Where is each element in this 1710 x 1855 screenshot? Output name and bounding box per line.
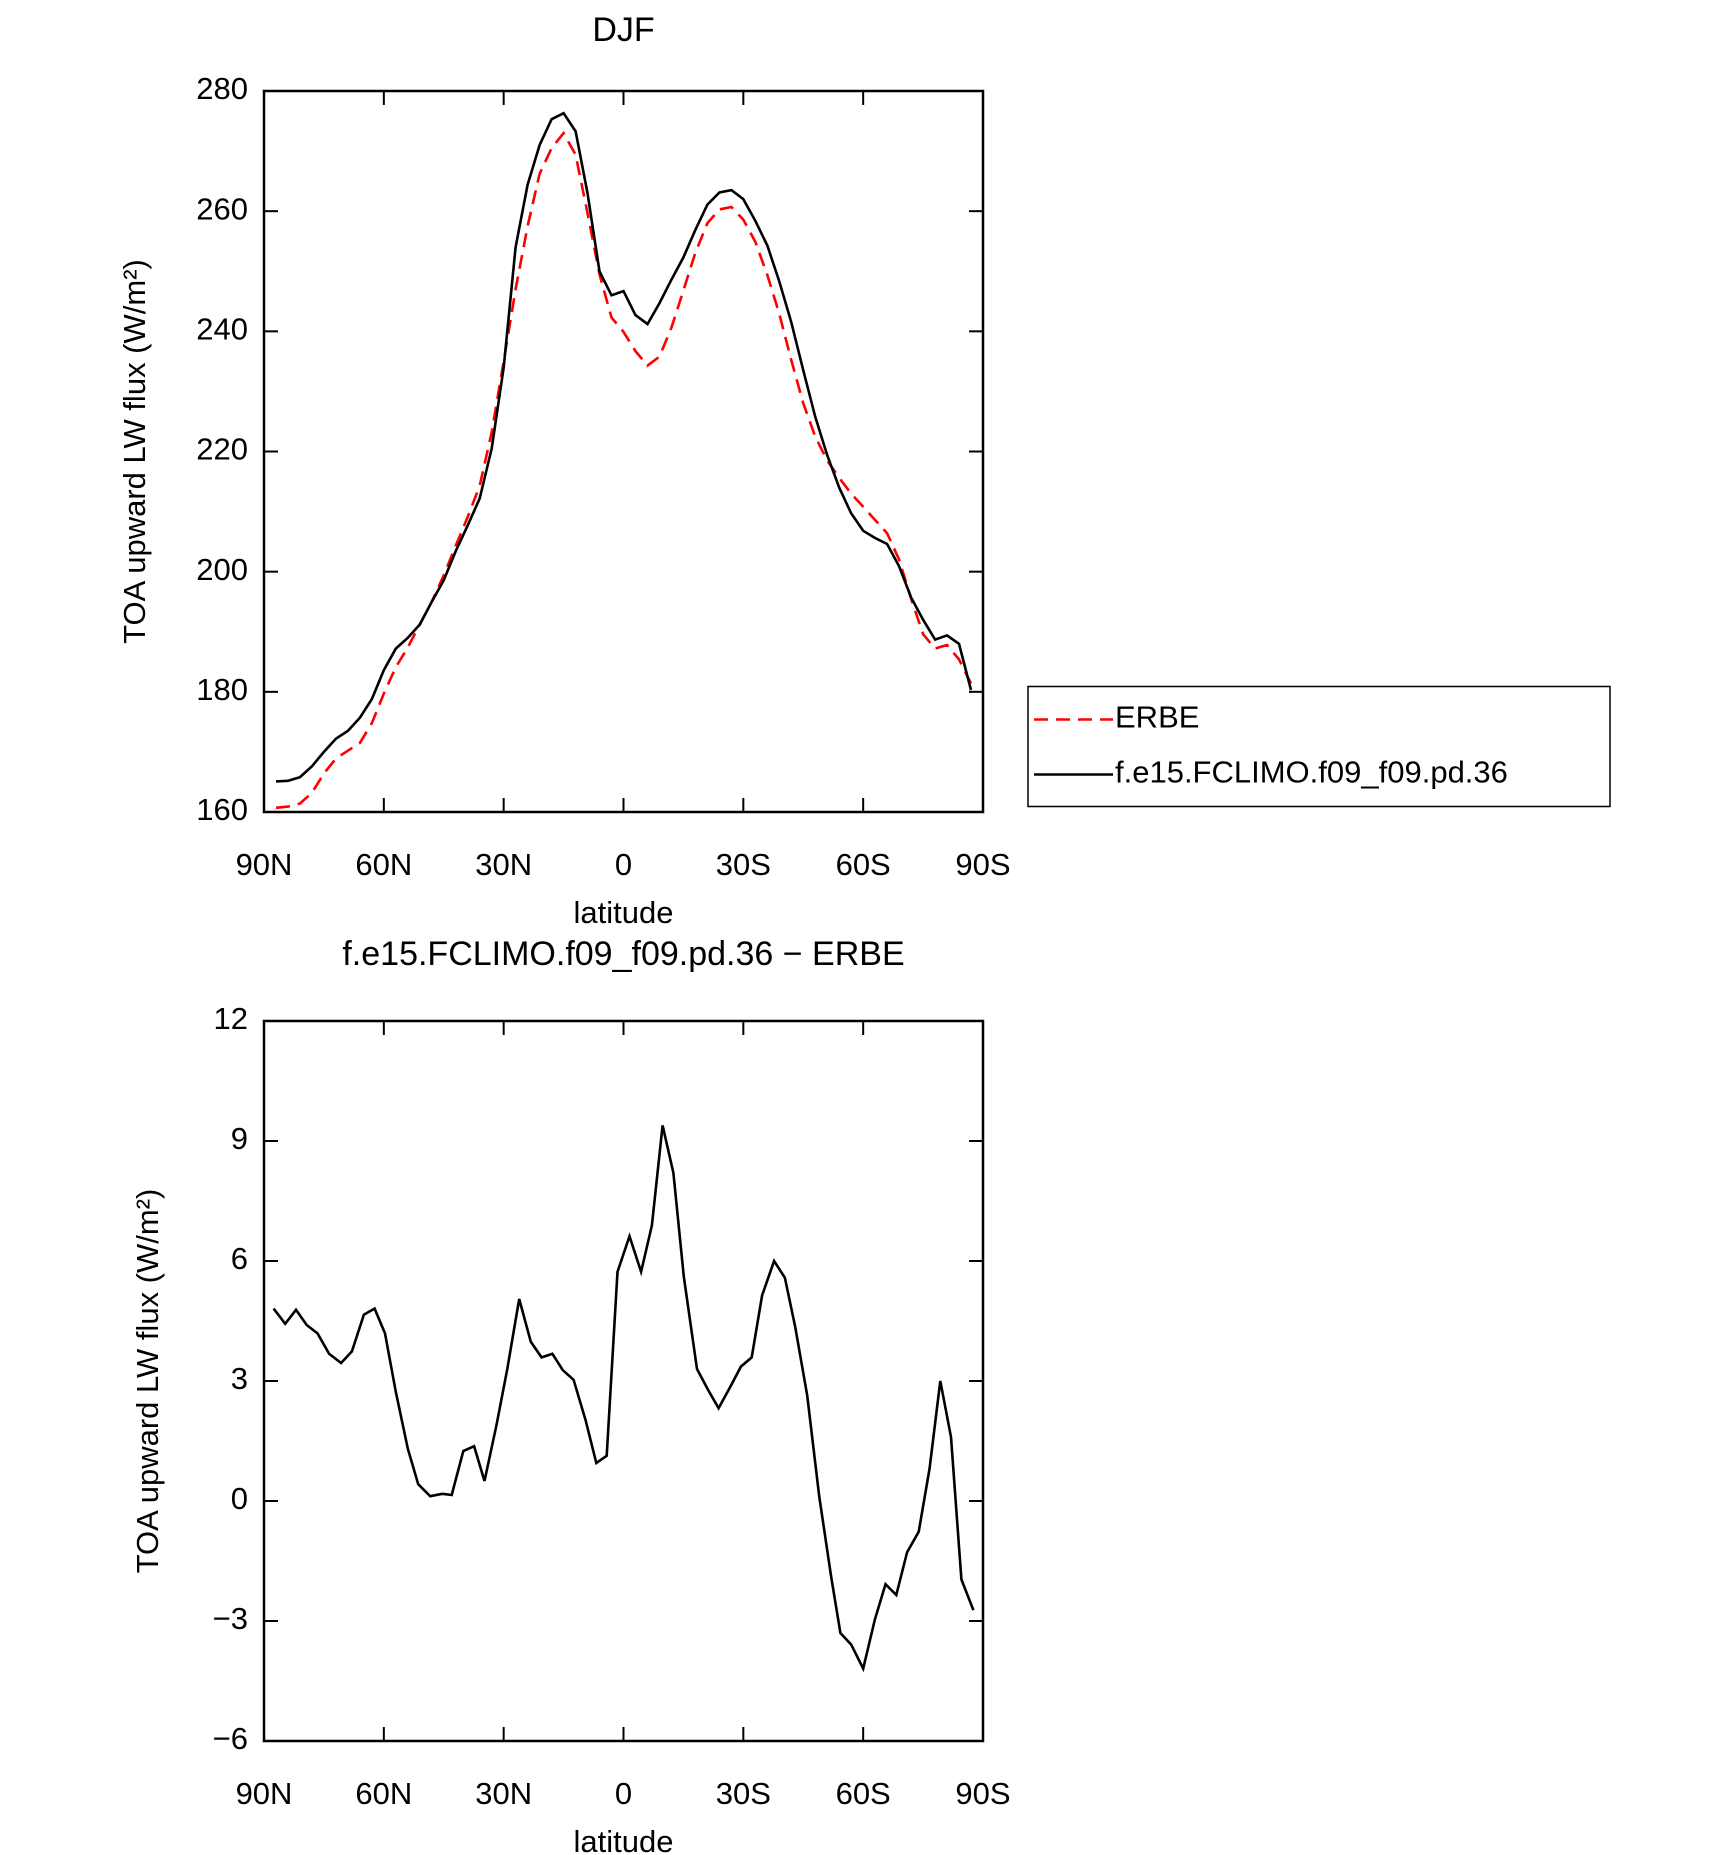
legend-label: ERBE: [1115, 700, 1199, 735]
y-tick-label: 0: [231, 1481, 248, 1516]
x-tick-label: 60S: [836, 847, 891, 882]
y-axis-label: TOA upward LW flux (W/m²): [130, 1189, 165, 1574]
legend-box: [1027, 685, 1611, 808]
y-tick-label: 12: [214, 1001, 248, 1036]
x-tick-label: 90N: [236, 1776, 293, 1811]
x-tick-label: 30N: [475, 1776, 532, 1811]
x-tick-label: 90S: [955, 1776, 1010, 1811]
x-axis-label: latitude: [574, 1824, 674, 1855]
chart-title: DJF: [592, 11, 654, 49]
data-line: [275, 111, 973, 783]
y-tick-label: 260: [196, 191, 248, 226]
y-tick-label: 9: [231, 1121, 248, 1156]
plot-frame: [262, 89, 985, 814]
y-tick-label: 6: [231, 1241, 248, 1276]
x-tick-label: 90S: [955, 847, 1010, 882]
x-tick-label: 0: [615, 1776, 632, 1811]
x-tick-label: 30N: [475, 847, 532, 882]
x-tick-label: 30S: [716, 847, 771, 882]
y-tick-label: 3: [231, 1361, 248, 1396]
y-tick-label: 180: [196, 672, 248, 707]
chart-title: f.e15.FCLIMO.f09_f09.pd.36 − ERBE: [342, 935, 904, 973]
data-line: [275, 130, 973, 810]
y-tick-label: −6: [213, 1721, 248, 1756]
y-axis-label: TOA upward LW flux (W/m²): [117, 259, 152, 644]
y-tick-label: 220: [196, 432, 248, 467]
x-axis-label: latitude: [574, 895, 674, 930]
x-tick-label: 0: [615, 847, 632, 882]
plot-frame: [262, 1019, 985, 1743]
y-tick-label: 200: [196, 552, 248, 587]
x-tick-label: 60N: [355, 847, 412, 882]
y-tick-label: −3: [213, 1601, 248, 1636]
x-tick-label: 60N: [355, 1776, 412, 1811]
y-tick-label: 160: [196, 792, 248, 827]
x-tick-label: 60S: [836, 1776, 891, 1811]
data-line: [272, 1125, 975, 1673]
x-tick-label: 30S: [716, 1776, 771, 1811]
y-tick-label: 280: [196, 71, 248, 106]
y-tick-label: 240: [196, 312, 248, 347]
x-tick-label: 90N: [236, 847, 293, 882]
legend-label: f.e15.FCLIMO.f09_f09.pd.36: [1115, 755, 1508, 790]
